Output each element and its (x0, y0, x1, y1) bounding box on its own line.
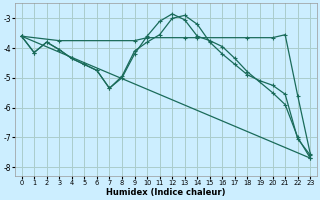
X-axis label: Humidex (Indice chaleur): Humidex (Indice chaleur) (106, 188, 226, 197)
